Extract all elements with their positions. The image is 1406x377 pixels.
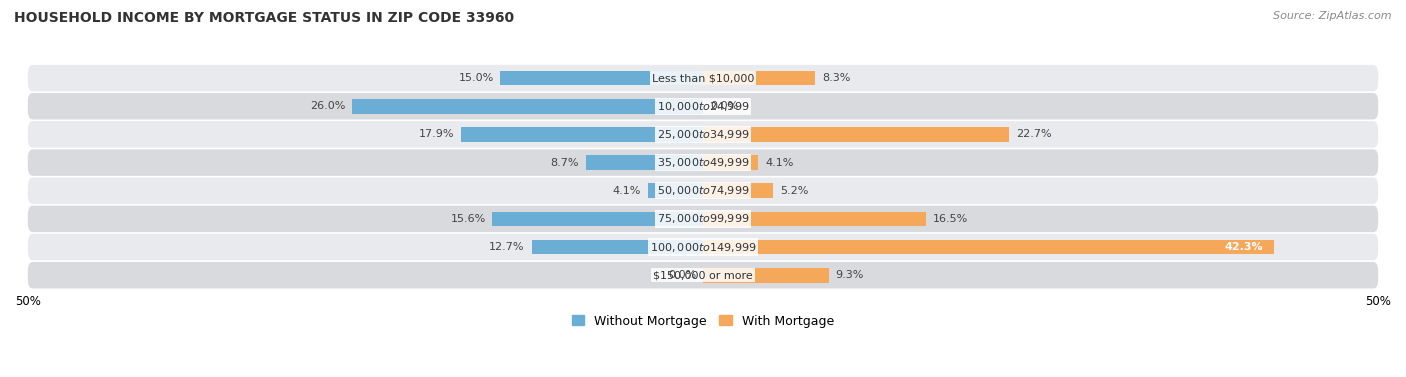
- Bar: [501, 71, 703, 86]
- Text: $10,000 to $24,999: $10,000 to $24,999: [657, 100, 749, 113]
- Text: Less than $10,000: Less than $10,000: [652, 73, 754, 83]
- Text: 42.3%: 42.3%: [1225, 242, 1264, 252]
- FancyBboxPatch shape: [28, 65, 1378, 91]
- FancyBboxPatch shape: [28, 178, 1378, 204]
- Text: 17.9%: 17.9%: [419, 129, 454, 139]
- Bar: [703, 240, 1274, 254]
- Text: $100,000 to $149,999: $100,000 to $149,999: [650, 241, 756, 254]
- Text: $150,000 or more: $150,000 or more: [654, 270, 752, 280]
- Text: 9.3%: 9.3%: [835, 270, 863, 280]
- Bar: [703, 211, 925, 226]
- Text: 15.6%: 15.6%: [450, 214, 485, 224]
- Legend: Without Mortgage, With Mortgage: Without Mortgage, With Mortgage: [567, 310, 839, 333]
- Text: $35,000 to $49,999: $35,000 to $49,999: [657, 156, 749, 169]
- Text: 0.0%: 0.0%: [710, 101, 738, 111]
- Bar: [531, 240, 703, 254]
- Bar: [703, 268, 828, 282]
- Text: 22.7%: 22.7%: [1017, 129, 1052, 139]
- Bar: [648, 184, 703, 198]
- Bar: [703, 127, 1010, 142]
- FancyBboxPatch shape: [28, 93, 1378, 120]
- FancyBboxPatch shape: [28, 234, 1378, 260]
- Bar: [492, 211, 703, 226]
- Text: 8.7%: 8.7%: [550, 158, 579, 168]
- Text: 12.7%: 12.7%: [489, 242, 524, 252]
- Text: 0.0%: 0.0%: [668, 270, 696, 280]
- FancyBboxPatch shape: [28, 149, 1378, 176]
- Text: $25,000 to $34,999: $25,000 to $34,999: [657, 128, 749, 141]
- Text: 8.3%: 8.3%: [823, 73, 851, 83]
- Bar: [461, 127, 703, 142]
- Text: Source: ZipAtlas.com: Source: ZipAtlas.com: [1274, 11, 1392, 21]
- FancyBboxPatch shape: [28, 206, 1378, 232]
- Bar: [352, 99, 703, 113]
- FancyBboxPatch shape: [28, 262, 1378, 288]
- Bar: [703, 184, 773, 198]
- FancyBboxPatch shape: [28, 121, 1378, 148]
- Text: $50,000 to $74,999: $50,000 to $74,999: [657, 184, 749, 197]
- Text: 4.1%: 4.1%: [613, 186, 641, 196]
- Text: $75,000 to $99,999: $75,000 to $99,999: [657, 212, 749, 225]
- Text: 4.1%: 4.1%: [765, 158, 793, 168]
- Text: 16.5%: 16.5%: [932, 214, 967, 224]
- Bar: [585, 155, 703, 170]
- Text: HOUSEHOLD INCOME BY MORTGAGE STATUS IN ZIP CODE 33960: HOUSEHOLD INCOME BY MORTGAGE STATUS IN Z…: [14, 11, 515, 25]
- Text: 26.0%: 26.0%: [309, 101, 346, 111]
- Bar: [703, 71, 815, 86]
- Text: 5.2%: 5.2%: [780, 186, 808, 196]
- Bar: [703, 155, 758, 170]
- Text: 15.0%: 15.0%: [458, 73, 494, 83]
